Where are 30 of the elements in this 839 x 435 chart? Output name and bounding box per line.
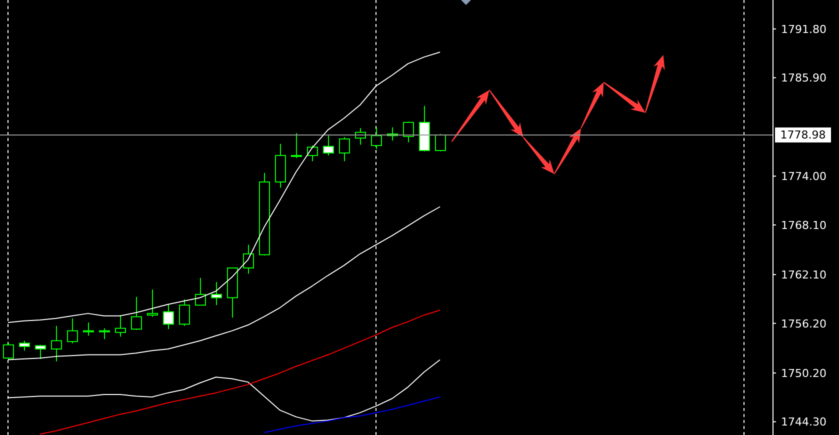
candlestick	[19, 340, 30, 352]
candlestick	[243, 244, 254, 274]
candlestick	[403, 121, 414, 143]
candlestick	[291, 132, 302, 158]
y-tick-label: 1768.10	[781, 218, 826, 232]
y-tick-label: 1750.20	[781, 366, 826, 380]
candlestick	[371, 126, 382, 150]
candlestick	[115, 315, 126, 338]
candlestick	[195, 277, 206, 306]
candlestick	[67, 318, 78, 344]
y-tick-label: 1762.10	[781, 268, 826, 282]
line-series	[40, 310, 440, 435]
candlestick	[435, 133, 446, 152]
y-tick-label: 1744.30	[781, 416, 826, 429]
candlestick	[83, 322, 94, 336]
y-tick-label: 1791.80	[781, 22, 826, 36]
candlestick	[131, 296, 142, 330]
candlestick	[99, 328, 110, 340]
candlestick	[179, 298, 190, 326]
candlestick	[211, 282, 222, 306]
candlestick	[339, 136, 350, 162]
candlestick	[147, 288, 158, 318]
y-tick-label: 1756.20	[781, 317, 826, 330]
y-tick-label: 1774.00	[781, 170, 826, 184]
y-tick-label: 1785.90	[781, 72, 826, 85]
candlestick	[323, 135, 334, 156]
candlestick	[3, 342, 14, 360]
candlestick	[51, 325, 62, 362]
line-series	[264, 396, 440, 434]
ref-line-label: 1778.98	[780, 128, 826, 142]
